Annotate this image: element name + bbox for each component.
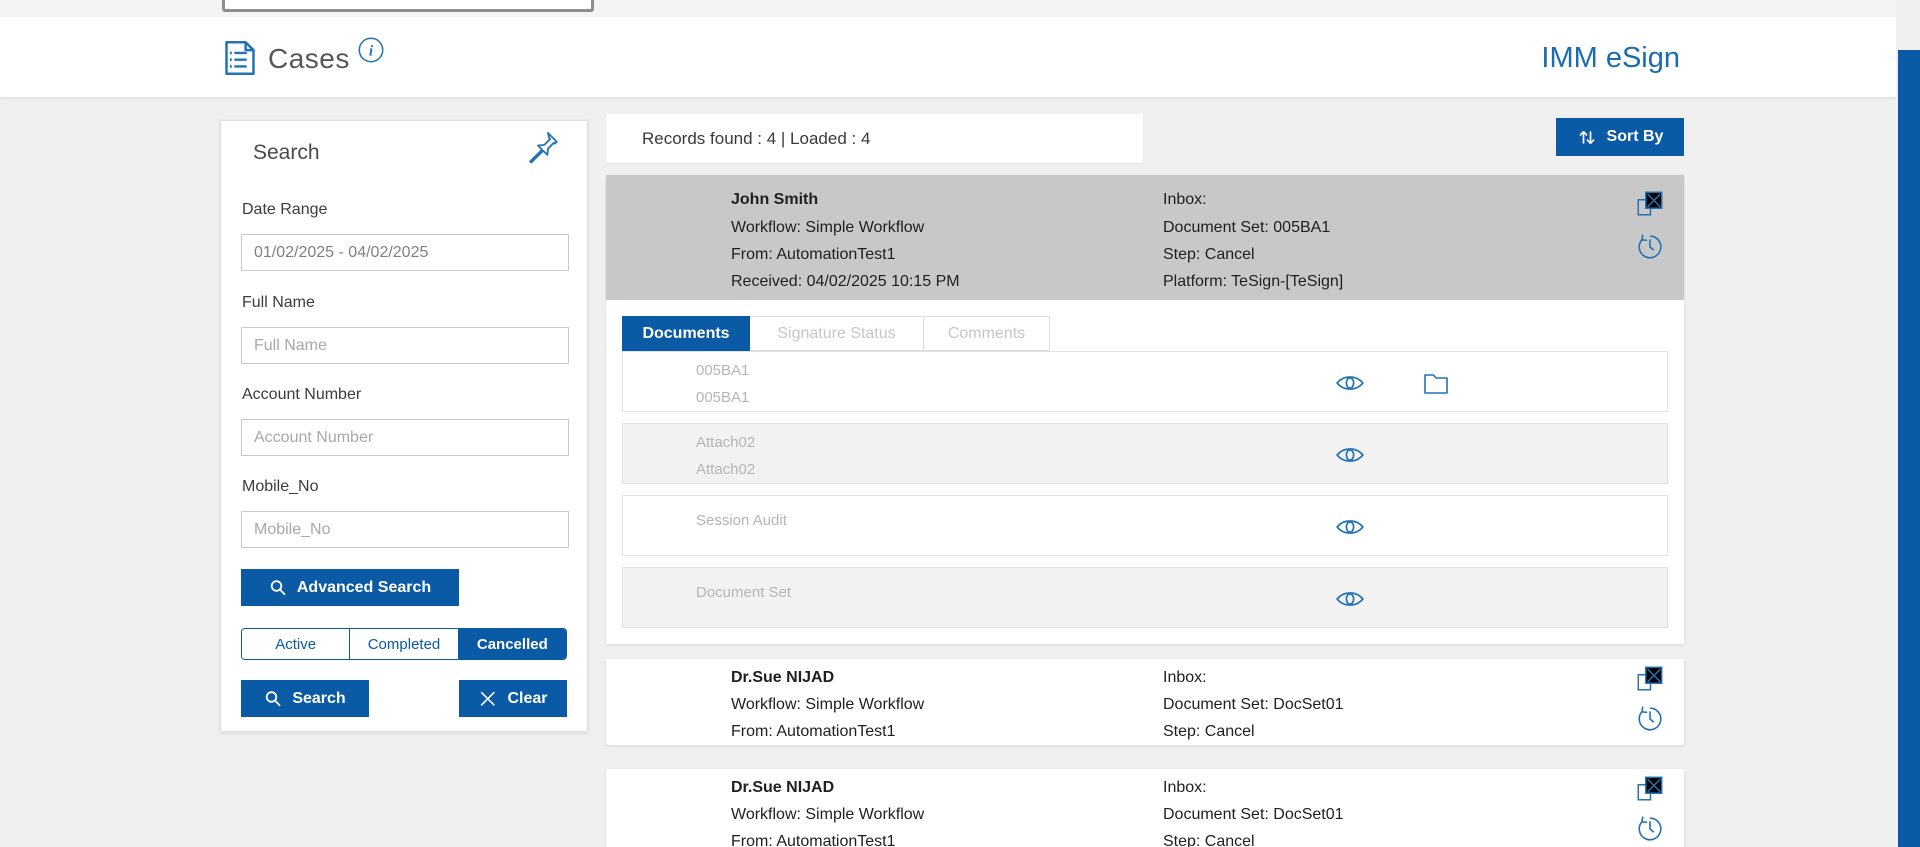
case-document-set: Document Set: DocSet01 — [1163, 806, 1344, 823]
cancel-document-icon[interactable] — [1635, 664, 1665, 694]
search-button[interactable]: Search — [241, 680, 369, 717]
full-name-input[interactable] — [241, 327, 569, 364]
advanced-search-label: Advanced Search — [296, 578, 432, 596]
case-step: Step: Cancel — [1163, 723, 1255, 740]
pin-icon[interactable] — [525, 129, 563, 167]
case-document-set: Document Set: 005BA1 — [1163, 219, 1331, 236]
case-workflow: Workflow: Simple Workflow — [731, 806, 925, 823]
account-number-input[interactable] — [241, 419, 569, 456]
account-number-label: Account Number — [242, 386, 362, 403]
sort-arrows-icon — [1578, 130, 1595, 144]
sort-by-button[interactable]: Sort By — [1556, 118, 1684, 156]
cases-icon — [225, 40, 255, 76]
filter-cancelled[interactable]: Cancelled — [458, 629, 566, 659]
case-platform: Platform: TeSign-[TeSign] — [1163, 273, 1344, 290]
case-name: Dr.Sue NIJAD — [731, 669, 835, 686]
view-document-icon[interactable] — [1335, 588, 1365, 610]
sort-by-label: Sort By — [1606, 128, 1664, 145]
tab-comments[interactable]: Comments — [924, 316, 1050, 351]
search-icon — [266, 690, 282, 707]
advanced-search-button[interactable]: Advanced Search — [241, 569, 459, 606]
case-name: John Smith — [731, 191, 819, 208]
page-title: Cases — [268, 43, 350, 74]
date-range-label: Date Range — [242, 201, 328, 218]
date-range-input[interactable] — [241, 234, 569, 271]
document-row[interactable]: 005BA1 005BA1 — [622, 351, 1668, 412]
mobile-no-input[interactable] — [241, 511, 569, 548]
document-row[interactable]: Attach02 Attach02 — [622, 423, 1668, 484]
document-title: Session Audit — [696, 512, 787, 529]
case-inbox: Inbox: — [1163, 191, 1207, 208]
view-document-icon[interactable] — [1335, 444, 1365, 466]
case-workflow: Workflow: Simple Workflow — [731, 696, 925, 713]
filter-completed[interactable]: Completed — [350, 629, 459, 659]
clear-x-icon — [480, 691, 496, 707]
case-card-dr-sue-nijad[interactable]: Dr.Sue NIJAD Workflow: Simple Workflow F… — [606, 659, 1684, 745]
vertical-scrollbar[interactable] — [1896, 0, 1920, 847]
mobile-no-label: Mobile_No — [242, 478, 319, 495]
records-summary-text: Records found : 4 | Loaded : 4 — [642, 128, 871, 148]
document-title: Document Set — [696, 584, 792, 601]
case-name: Dr.Sue NIJAD — [731, 779, 835, 796]
document-subtitle: Attach02 — [696, 461, 756, 478]
search-panel-title: Search — [253, 141, 320, 164]
case-step: Step: Cancel — [1163, 246, 1255, 263]
case-from: From: AutomationTest1 — [731, 723, 896, 740]
scrollbar-thumb[interactable] — [1898, 50, 1920, 847]
full-name-label: Full Name — [242, 294, 315, 311]
case-document-set: Document Set: DocSet01 — [1163, 696, 1344, 713]
clipped-input-fragment[interactable] — [222, 0, 594, 12]
case-card-john-smith[interactable]: John Smith Workflow: Simple Workflow Fro… — [606, 175, 1684, 644]
info-icon[interactable] — [358, 37, 384, 63]
history-icon[interactable] — [1635, 813, 1665, 843]
view-document-icon[interactable] — [1335, 516, 1365, 538]
page-header: Cases IMM eSign — [0, 17, 1896, 98]
filter-active[interactable]: Active — [242, 629, 351, 659]
main-content: Search Date Range Full Name Account Numb… — [0, 98, 1896, 847]
search-panel: Search Date Range Full Name Account Numb… — [220, 120, 588, 732]
view-document-icon[interactable] — [1335, 372, 1365, 394]
folder-icon[interactable] — [1420, 367, 1452, 399]
document-title: 005BA1 — [696, 362, 750, 379]
status-filter-group: Active Completed Cancelled — [241, 628, 567, 660]
history-icon[interactable] — [1635, 231, 1665, 261]
document-title: Attach02 — [696, 434, 756, 451]
tab-documents[interactable]: Documents — [622, 316, 750, 351]
search-button-label: Search — [292, 689, 346, 707]
brand-logo: IMM eSign — [1541, 42, 1680, 74]
cancel-document-icon[interactable] — [1635, 774, 1665, 804]
case-inbox: Inbox: — [1163, 669, 1207, 686]
document-subtitle: 005BA1 — [696, 389, 750, 406]
case-inbox: Inbox: — [1163, 779, 1207, 796]
history-icon[interactable] — [1635, 703, 1665, 733]
cancel-document-icon[interactable] — [1635, 189, 1665, 219]
records-summary-bar: Records found : 4 | Loaded : 4 — [606, 114, 1143, 163]
case-step: Step: Cancel — [1163, 833, 1255, 847]
case-from: From: AutomationTest1 — [731, 833, 896, 847]
case-header[interactable]: John Smith Workflow: Simple Workflow Fro… — [606, 175, 1684, 300]
results-column: Records found : 4 | Loaded : 4 Sort By J… — [606, 98, 1684, 847]
clear-button[interactable]: Clear — [459, 680, 567, 717]
case-card-dr-sue-nijad[interactable]: Dr.Sue NIJAD Workflow: Simple Workflow F… — [606, 769, 1684, 847]
top-strip — [0, 0, 1896, 17]
document-row[interactable]: Session Audit — [622, 495, 1668, 556]
case-tabs: Documents Signature Status Comments — [622, 316, 1668, 351]
clear-button-label: Clear — [507, 689, 548, 707]
case-expanded-body: Documents Signature Status Comments 005B… — [606, 300, 1684, 644]
case-from: From: AutomationTest1 — [731, 246, 896, 263]
case-received: Received: 04/02/2025 10:15 PM — [731, 273, 960, 290]
search-icon — [270, 579, 286, 596]
tab-signature-status[interactable]: Signature Status — [750, 316, 924, 351]
document-row[interactable]: Document Set — [622, 567, 1668, 628]
case-workflow: Workflow: Simple Workflow — [731, 219, 925, 236]
